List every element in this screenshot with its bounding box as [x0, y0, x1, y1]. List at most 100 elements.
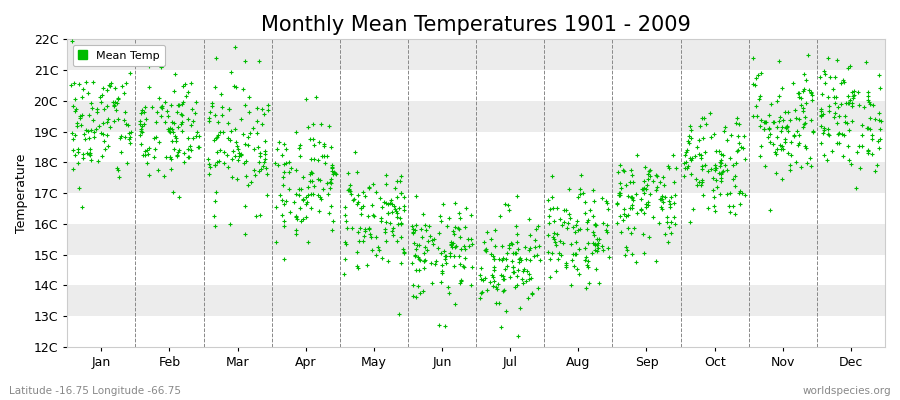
Point: [413, 290, 428, 296]
Point: [186, 135, 201, 142]
Point: [509, 193, 524, 200]
Point: [446, 228, 460, 234]
Point: [292, 186, 307, 192]
Point: [682, 155, 697, 161]
Point: [369, 188, 383, 195]
Point: [796, 88, 810, 94]
Point: [249, 105, 264, 111]
Point: [164, 102, 178, 109]
Point: [162, 125, 176, 131]
Point: [752, 93, 767, 100]
Point: [492, 300, 507, 306]
Point: [189, 99, 203, 106]
Point: [486, 283, 500, 289]
Point: [350, 168, 365, 175]
Point: [234, 116, 248, 122]
Point: [680, 163, 695, 169]
Point: [277, 161, 292, 167]
Point: [229, 84, 243, 90]
Point: [561, 220, 575, 226]
Point: [224, 128, 238, 134]
Point: [306, 136, 320, 143]
Point: [303, 191, 318, 197]
Point: [859, 58, 873, 65]
Bar: [68, 224, 885, 255]
Point: [175, 121, 189, 128]
Point: [160, 126, 175, 132]
Point: [790, 128, 805, 134]
Point: [178, 81, 193, 88]
Point: [158, 118, 172, 125]
Point: [707, 165, 722, 172]
Point: [624, 205, 638, 211]
Point: [483, 251, 498, 258]
Point: [167, 132, 182, 139]
Point: [277, 201, 292, 207]
Point: [441, 283, 455, 290]
Point: [190, 129, 204, 136]
Point: [511, 267, 526, 273]
Point: [116, 117, 130, 123]
Point: [165, 126, 179, 132]
Point: [578, 257, 592, 263]
Point: [533, 257, 547, 264]
Point: [111, 166, 125, 173]
Point: [495, 257, 509, 263]
Point: [626, 179, 640, 186]
Point: [566, 224, 580, 230]
Point: [142, 84, 157, 90]
Point: [254, 166, 268, 172]
Point: [217, 160, 231, 166]
Point: [66, 166, 80, 172]
Point: [445, 244, 459, 250]
Point: [840, 120, 854, 126]
Point: [487, 278, 501, 284]
Point: [171, 149, 185, 156]
Point: [770, 124, 784, 130]
Point: [678, 152, 692, 158]
Point: [407, 240, 421, 246]
Point: [394, 220, 409, 226]
Point: [491, 281, 506, 287]
Point: [794, 164, 808, 170]
Point: [832, 113, 847, 120]
Point: [176, 159, 191, 166]
Point: [550, 204, 564, 211]
Point: [145, 104, 159, 110]
Point: [760, 134, 775, 140]
Point: [661, 239, 675, 245]
Point: [314, 196, 328, 203]
Point: [138, 103, 152, 110]
Point: [166, 120, 181, 126]
Y-axis label: Temperature: Temperature: [15, 154, 28, 233]
Point: [324, 143, 338, 150]
Point: [230, 146, 245, 152]
Point: [385, 228, 400, 235]
Point: [626, 197, 640, 204]
Point: [151, 138, 166, 145]
Point: [692, 123, 706, 129]
Point: [497, 286, 511, 293]
Point: [834, 131, 849, 138]
Point: [778, 139, 792, 146]
Point: [544, 250, 559, 256]
Point: [677, 160, 691, 166]
Point: [138, 152, 152, 159]
Point: [496, 288, 510, 295]
Point: [708, 148, 723, 154]
Point: [772, 92, 787, 99]
Point: [225, 174, 239, 180]
Point: [341, 187, 356, 193]
Point: [726, 162, 741, 168]
Point: [667, 179, 681, 185]
Point: [820, 157, 834, 164]
Point: [766, 141, 780, 148]
Point: [76, 131, 91, 138]
Point: [238, 202, 252, 209]
Point: [354, 211, 368, 218]
Point: [545, 205, 560, 212]
Point: [397, 249, 411, 256]
Point: [513, 305, 527, 311]
Point: [417, 258, 431, 264]
Point: [355, 204, 369, 211]
